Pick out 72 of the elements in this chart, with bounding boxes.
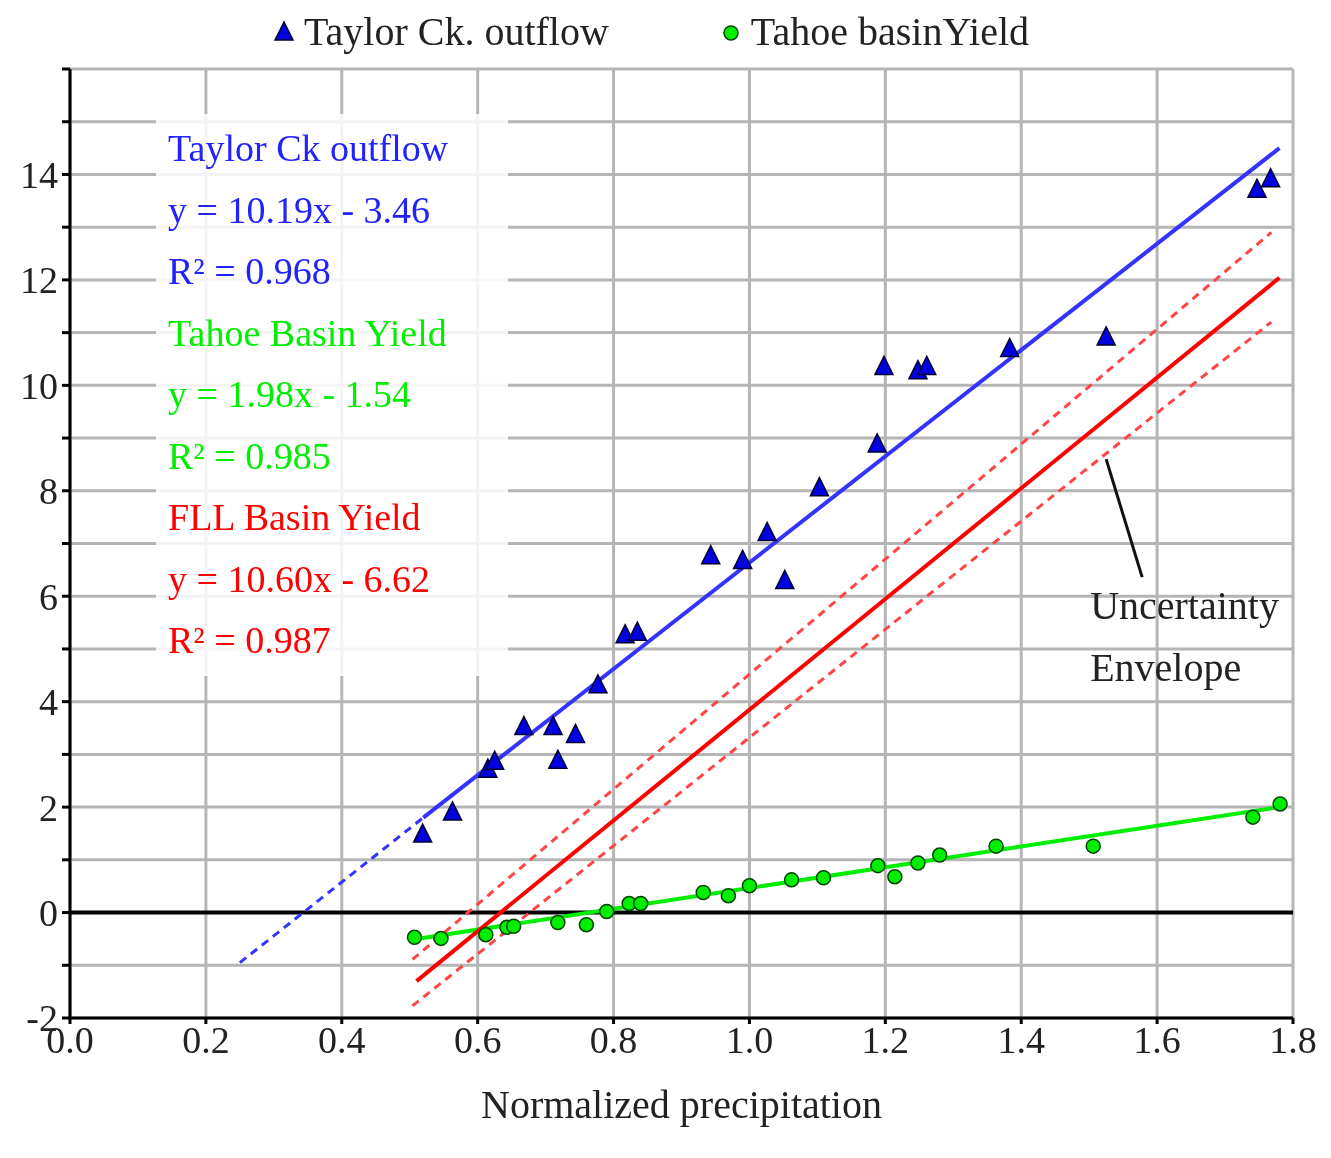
point bbox=[757, 521, 777, 542]
y-tick-label: 0 bbox=[39, 892, 58, 935]
point bbox=[732, 549, 753, 570]
point bbox=[917, 355, 937, 376]
y-tick-label: 4 bbox=[39, 681, 58, 724]
point bbox=[1272, 796, 1288, 812]
point bbox=[700, 544, 721, 565]
point bbox=[484, 750, 505, 771]
point bbox=[599, 903, 615, 920]
point bbox=[433, 930, 449, 947]
annotation: y = 1.98x - 1.54 bbox=[168, 372, 413, 417]
point bbox=[741, 877, 758, 894]
annotation: Tahoe Basin Yield bbox=[168, 310, 448, 356]
point bbox=[632, 895, 649, 912]
annotation: FLL Basin Yield bbox=[168, 495, 422, 540]
point bbox=[874, 355, 894, 376]
annotation: Taylor Ck outflow bbox=[168, 126, 450, 171]
point bbox=[783, 872, 800, 888]
annotation: y = 10.19x - 3.46 bbox=[168, 187, 432, 233]
annotation: Uncertainty Envelope bbox=[1090, 583, 1279, 691]
point bbox=[1245, 809, 1261, 825]
x-axis-title: Normalized precipitation bbox=[481, 1082, 882, 1127]
x-tick-label: 0.2 bbox=[182, 1018, 230, 1061]
point bbox=[548, 749, 568, 769]
x-tick-label: 1.0 bbox=[725, 1018, 774, 1061]
point bbox=[887, 868, 903, 885]
annotation: R² = 0.968 bbox=[168, 249, 332, 294]
point bbox=[578, 916, 595, 933]
point bbox=[809, 476, 830, 497]
point bbox=[1247, 178, 1267, 199]
point bbox=[870, 857, 886, 874]
legend-label: Taylor Ck. outflow bbox=[303, 8, 609, 55]
point bbox=[1260, 167, 1281, 188]
point bbox=[627, 621, 648, 641]
point bbox=[931, 847, 948, 863]
annotation: R² = 0.985 bbox=[168, 433, 332, 479]
legend-label: Tahoe basinYield bbox=[750, 8, 1030, 55]
y-tick-label: 8 bbox=[39, 470, 58, 513]
point bbox=[412, 823, 433, 843]
y-tick-label: 14 bbox=[20, 153, 58, 196]
point bbox=[565, 723, 586, 744]
x-tick-label: 1.8 bbox=[1269, 1018, 1317, 1061]
point bbox=[406, 929, 423, 946]
y-tick-label: 10 bbox=[20, 364, 58, 407]
x-tick-label: 1.2 bbox=[861, 1018, 910, 1061]
x-tick-label: 0.6 bbox=[453, 1018, 502, 1061]
annotation: R² = 0.987 bbox=[168, 618, 332, 663]
annotation: y = 10.60x - 6.62 bbox=[168, 556, 432, 602]
point bbox=[505, 918, 522, 935]
point bbox=[988, 838, 1004, 854]
y-tick-label: 12 bbox=[20, 259, 58, 302]
point bbox=[514, 715, 534, 736]
point bbox=[1085, 838, 1101, 854]
point bbox=[999, 337, 1020, 358]
x-tick-label: 1.6 bbox=[1133, 1018, 1181, 1061]
point bbox=[1096, 326, 1116, 346]
point bbox=[588, 674, 608, 694]
point bbox=[543, 715, 563, 736]
y-tick-label: 6 bbox=[39, 575, 58, 618]
y-tick-label: 2 bbox=[39, 786, 58, 829]
point bbox=[867, 433, 887, 453]
point bbox=[910, 855, 926, 871]
point bbox=[478, 926, 494, 943]
x-tick-label: 0.8 bbox=[589, 1018, 638, 1061]
point bbox=[442, 801, 463, 821]
point bbox=[695, 884, 711, 901]
point bbox=[550, 914, 566, 931]
point bbox=[775, 569, 795, 590]
point bbox=[720, 887, 737, 904]
x-tick-label: 1.4 bbox=[997, 1018, 1045, 1061]
point bbox=[815, 870, 832, 886]
x-tick-label: 0.4 bbox=[318, 1018, 366, 1061]
